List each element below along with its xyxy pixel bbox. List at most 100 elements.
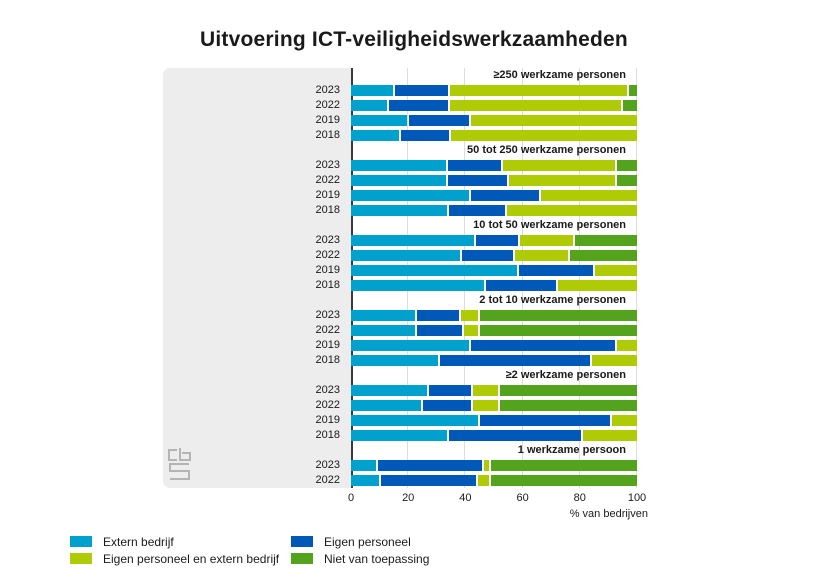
bar-segment-extern-bedrijf [351, 385, 427, 396]
stacked-bar [351, 310, 637, 321]
year-label: 2023 [315, 84, 340, 96]
stacked-bar [351, 460, 637, 471]
legend-label: Extern bedrijf [103, 534, 174, 549]
stacked-bar [351, 250, 638, 261]
category-label-panel [163, 68, 351, 488]
bar-segment-eigen-personeel [381, 475, 477, 486]
bar-segment-eigen-personeel-en-extern-bedrijf [483, 460, 490, 471]
stacked-bar [351, 205, 637, 216]
x-axis-ticks: 0 20 40 60 80 100 [0, 492, 828, 506]
bar-segment-eigen-personeel [423, 400, 471, 411]
bar-segment-eigen-personeel [409, 115, 469, 126]
legend-swatch [70, 536, 92, 547]
bar-row: 2022 [163, 173, 637, 188]
bar-segment-niet-van-toepassing [617, 160, 637, 171]
bar-row: 2022 [163, 473, 637, 488]
stacked-bar [351, 115, 637, 126]
bar-segment-extern-bedrijf [351, 100, 388, 111]
bar-segment-eigen-personeel-en-extern-bedrijf [583, 430, 637, 441]
legend-swatch [70, 553, 92, 564]
year-label: 2022 [315, 249, 340, 261]
bar-segment-eigen-personeel-en-extern-bedrijf [470, 115, 637, 126]
bar-segment-extern-bedrijf [351, 265, 518, 276]
group-label: 2 tot 10 werkzame personen [479, 294, 626, 306]
bar-segment-eigen-personeel-en-extern-bedrijf [591, 355, 637, 366]
year-label: 2018 [315, 129, 340, 141]
legend-label: Eigen personeel [324, 534, 411, 549]
bar-segment-eigen-personeel [389, 100, 449, 111]
stacked-bar [351, 340, 637, 351]
year-label: 2023 [315, 459, 340, 471]
bar-segment-eigen-personeel [400, 130, 449, 141]
bar-segment-extern-bedrijf [351, 175, 447, 186]
group-label: ≥2 werkzame personen [505, 369, 626, 381]
year-label: 2023 [315, 159, 340, 171]
bar-segment-eigen-personeel-en-extern-bedrijf [461, 310, 479, 321]
bar-segment-eigen-personeel [448, 205, 506, 216]
stacked-bar [351, 280, 637, 291]
bar-segment-extern-bedrijf [351, 280, 484, 291]
legend-swatch [291, 553, 313, 564]
plot-rows: ≥250 werkzame personen 2023 2022 2019 2018 50… [163, 68, 638, 488]
bar-segment-eigen-personeel-en-extern-bedrijf [514, 250, 568, 261]
bar-row: 2018 [163, 203, 637, 218]
stacked-bar [351, 475, 637, 486]
group-label: ≥250 werkzame personen [493, 69, 626, 81]
year-label: 2019 [315, 339, 340, 351]
year-label: 2023 [315, 234, 340, 246]
bar-segment-eigen-personeel [440, 355, 590, 366]
bar-segment-eigen-personeel-en-extern-bedrijf [450, 130, 637, 141]
legend-item: Eigen personeel en extern bedrijf [70, 550, 291, 567]
year-label: 2019 [315, 414, 340, 426]
bar-segment-eigen-personeel [485, 280, 557, 291]
bar-segment-extern-bedrijf [351, 475, 379, 486]
bar-row: 2023 [163, 308, 637, 323]
bar-segment-niet-van-toepassing [480, 325, 637, 336]
bar-segment-extern-bedrijf [351, 310, 416, 321]
bar-segment-eigen-personeel [417, 325, 463, 336]
stacked-bar [351, 235, 637, 246]
bar-segment-eigen-personeel-en-extern-bedrijf [450, 100, 621, 111]
legend-swatch [291, 536, 313, 547]
bar-row: 2022 [163, 98, 637, 113]
x-tick-label: 20 [402, 492, 415, 504]
bar-row: 2023 [163, 83, 638, 98]
stacked-bar [351, 175, 637, 186]
stacked-bar [351, 190, 637, 201]
bar-segment-eigen-personeel-en-extern-bedrijf [464, 325, 479, 336]
y-axis-line [351, 68, 353, 488]
bar-row: 2019 [163, 188, 637, 203]
bar-segment-eigen-personeel [479, 415, 610, 426]
year-label: 2022 [315, 324, 340, 336]
stacked-bar [351, 385, 637, 396]
stacked-bar [351, 160, 637, 171]
bar-segment-eigen-personeel-en-extern-bedrijf [509, 175, 616, 186]
bar-segment-eigen-personeel-en-extern-bedrijf [558, 280, 637, 291]
legend-item: Eigen personeel [291, 533, 429, 550]
bar-segment-extern-bedrijf [351, 415, 478, 426]
bar-segment-niet-van-toepassing [499, 400, 637, 411]
stacked-bar [351, 265, 637, 276]
stacked-bar [351, 85, 638, 96]
bar-segment-eigen-personeel-en-extern-bedrijf [611, 415, 637, 426]
bar-segment-extern-bedrijf [351, 190, 470, 201]
bar-segment-eigen-personeel [476, 235, 519, 246]
bar-segment-eigen-personeel [417, 310, 460, 321]
gridline [464, 68, 466, 488]
gridline [521, 68, 523, 488]
bar-segment-niet-van-toepassing [491, 460, 637, 471]
stacked-bar [351, 100, 637, 111]
bar-segment-eigen-personeel-en-extern-bedrijf [503, 160, 616, 171]
bar-segment-extern-bedrijf [351, 130, 399, 141]
gridlines [351, 68, 637, 488]
bar-segment-niet-van-toepassing [575, 235, 637, 246]
year-label: 2019 [315, 114, 340, 126]
bar-segment-eigen-personeel [448, 160, 502, 171]
bar-segment-extern-bedrijf [351, 355, 439, 366]
bar-segment-eigen-personeel-en-extern-bedrijf [507, 205, 637, 216]
year-label: 2023 [315, 309, 340, 321]
bar-segment-eigen-personeel [428, 385, 471, 396]
bar-row: 2022 [163, 248, 638, 263]
bar-row: 2018 [163, 428, 637, 443]
bar-row: 2019 [163, 338, 637, 353]
